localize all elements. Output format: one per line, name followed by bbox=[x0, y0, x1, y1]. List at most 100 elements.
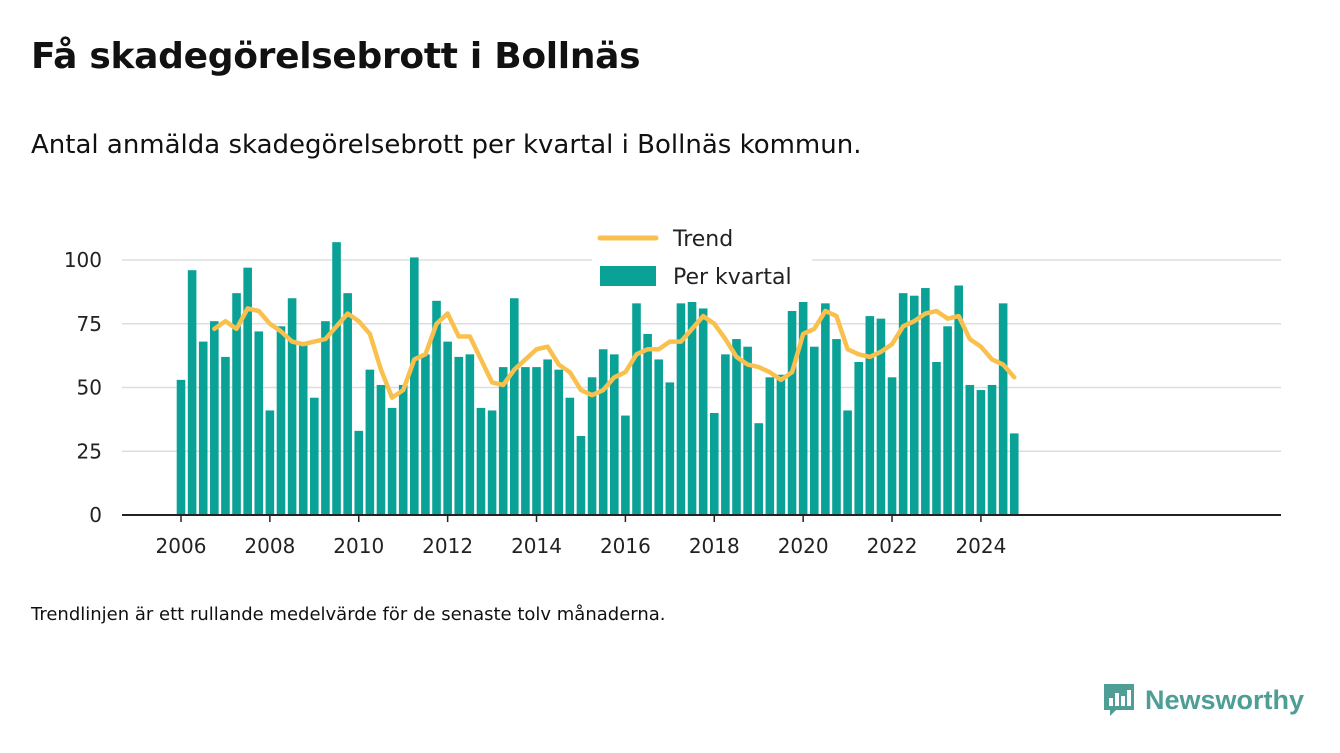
bar bbox=[876, 318, 886, 515]
bar bbox=[465, 354, 475, 515]
legend-bar-swatch bbox=[600, 266, 656, 286]
bar bbox=[965, 384, 975, 515]
bar bbox=[821, 303, 830, 515]
bar bbox=[298, 344, 308, 515]
bar bbox=[432, 300, 441, 515]
y-tick-label: 50 bbox=[77, 376, 102, 400]
bar bbox=[809, 346, 819, 515]
y-tick-label: 0 bbox=[89, 503, 102, 527]
bar bbox=[621, 415, 630, 515]
y-tick-label: 75 bbox=[77, 312, 102, 336]
x-tick-label: 2018 bbox=[689, 534, 740, 558]
bar bbox=[721, 354, 730, 515]
bar bbox=[254, 331, 264, 515]
bar bbox=[754, 423, 764, 515]
bar bbox=[421, 354, 430, 515]
bar bbox=[709, 413, 719, 515]
bar bbox=[787, 311, 797, 515]
bar bbox=[832, 339, 841, 515]
bar bbox=[843, 410, 852, 515]
x-tick-label: 2010 bbox=[333, 534, 384, 558]
bar bbox=[1009, 433, 1019, 515]
x-tick-label: 2008 bbox=[244, 534, 295, 558]
bar bbox=[565, 397, 575, 515]
bar bbox=[598, 349, 608, 515]
bar bbox=[987, 384, 997, 515]
bar bbox=[532, 367, 541, 515]
bar bbox=[276, 326, 286, 515]
bar bbox=[687, 275, 697, 515]
bar bbox=[410, 257, 419, 515]
bar-series bbox=[176, 242, 1019, 515]
bar bbox=[398, 384, 408, 515]
footnote: Trendlinjen är ett rullande medelvärde f… bbox=[31, 604, 666, 625]
bar bbox=[921, 288, 930, 515]
bar bbox=[665, 382, 675, 515]
bar bbox=[521, 367, 530, 515]
bar bbox=[187, 270, 197, 515]
bar bbox=[321, 321, 330, 515]
bar bbox=[743, 346, 752, 515]
bar bbox=[887, 377, 897, 515]
bar bbox=[943, 326, 952, 515]
bar bbox=[176, 379, 186, 515]
bar bbox=[354, 430, 364, 515]
y-axis-ticks: 0 25 50 75 100 bbox=[64, 248, 102, 527]
x-tick-label: 2024 bbox=[955, 534, 1006, 558]
bar bbox=[732, 339, 741, 515]
legend-trend-label: Trend bbox=[672, 227, 733, 252]
x-tick-label: 2006 bbox=[156, 534, 207, 558]
bar bbox=[365, 369, 375, 515]
bar bbox=[976, 390, 986, 515]
bar bbox=[609, 354, 619, 515]
chart-title: Få skadegörelsebrott i Bollnäs bbox=[31, 36, 641, 77]
bar bbox=[243, 267, 252, 515]
bar bbox=[998, 303, 1008, 515]
bar bbox=[210, 321, 219, 515]
bar bbox=[232, 293, 241, 515]
bar bbox=[510, 298, 519, 515]
bar bbox=[387, 407, 397, 515]
x-tick-label: 2014 bbox=[511, 534, 562, 558]
bar bbox=[487, 410, 497, 515]
bar bbox=[854, 362, 864, 515]
bar bbox=[587, 377, 597, 515]
legend-bar-label: Per kvartal bbox=[673, 265, 792, 290]
bar bbox=[898, 293, 908, 515]
bar bbox=[865, 316, 875, 515]
x-tick-label: 2022 bbox=[867, 534, 918, 558]
bar bbox=[476, 407, 486, 515]
legend-background bbox=[592, 220, 812, 302]
bar bbox=[265, 410, 275, 515]
bar bbox=[954, 285, 963, 515]
chart-subtitle: Antal anmälda skadegörelsebrott per kvar… bbox=[31, 130, 862, 160]
newsworthy-logo-icon bbox=[1104, 684, 1134, 716]
bar bbox=[576, 435, 586, 515]
legend: Trend Per kvartal bbox=[592, 220, 812, 302]
x-tick-label: 2012 bbox=[422, 534, 473, 558]
bar bbox=[654, 359, 664, 515]
bar bbox=[932, 362, 941, 515]
bar bbox=[554, 369, 564, 515]
bar bbox=[798, 275, 808, 515]
trend-line bbox=[212, 306, 1017, 400]
bar bbox=[287, 298, 297, 515]
bar bbox=[776, 374, 786, 515]
bar bbox=[454, 356, 464, 515]
newsworthy-logo[interactable]: Newsworthy bbox=[1102, 682, 1304, 718]
bar bbox=[676, 303, 686, 515]
x-tick-label: 2020 bbox=[778, 534, 829, 558]
y-tick-label: 25 bbox=[77, 439, 102, 463]
bar bbox=[698, 308, 708, 515]
bar bbox=[632, 303, 641, 515]
bar bbox=[310, 397, 319, 515]
y-tick-label: 100 bbox=[64, 248, 102, 272]
bar bbox=[343, 293, 352, 515]
bar bbox=[643, 333, 652, 515]
bar bbox=[498, 367, 508, 515]
x-tick-label: 2016 bbox=[600, 534, 651, 558]
brand-name: Newsworthy bbox=[1145, 684, 1305, 715]
bar bbox=[198, 341, 208, 515]
bar bbox=[909, 295, 919, 515]
bar bbox=[376, 384, 386, 515]
